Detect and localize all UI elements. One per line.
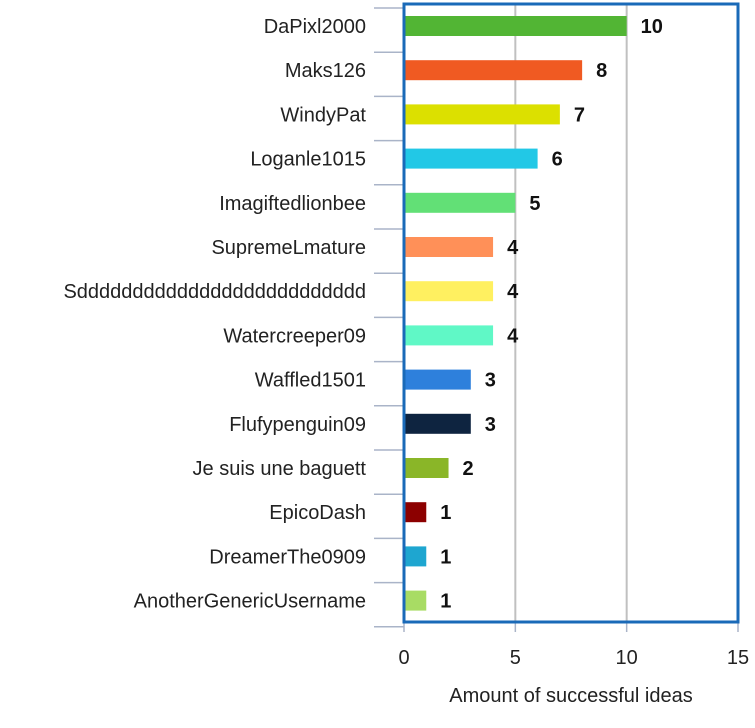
bar <box>404 104 560 125</box>
bars <box>404 16 627 611</box>
data-label: 2 <box>463 458 474 480</box>
bar <box>404 502 427 523</box>
category-label: AnotherGenericUsername <box>134 591 366 613</box>
bar <box>404 148 538 169</box>
category-label: Waffled1501 <box>255 370 366 392</box>
x-tick-label: 0 <box>398 647 409 669</box>
data-label: 3 <box>485 414 496 436</box>
x-tick-label: 5 <box>510 647 521 669</box>
bar <box>404 281 494 302</box>
category-labels: DaPixl2000 Maks126 WindyPat Loganle1015 Imag… <box>63 16 366 613</box>
bar <box>404 16 627 36</box>
data-label: 8 <box>596 60 607 82</box>
bar <box>404 325 494 346</box>
axes <box>374 7 739 632</box>
data-label: 4 <box>507 237 519 259</box>
category-label: Maks126 <box>285 60 366 82</box>
category-label: Sdddddddddddddddddddddddddd <box>63 281 366 303</box>
bar <box>404 546 427 567</box>
data-label: 4 <box>507 325 519 347</box>
x-axis-title: Amount of successful ideas <box>449 685 692 707</box>
data-label: 6 <box>552 149 563 171</box>
category-label: DaPixl2000 <box>264 16 366 38</box>
bar <box>404 192 516 213</box>
bar <box>404 60 583 81</box>
data-label: 1 <box>440 546 451 568</box>
x-tick-labels: 0 5 10 15 <box>398 647 749 669</box>
category-label: Imagiftedlionbee <box>219 193 366 215</box>
category-label: DreamerThe0909 <box>209 546 366 568</box>
category-label: Je suis une baguett <box>193 458 367 480</box>
data-label: 4 <box>507 281 519 303</box>
category-label: WindyPat <box>280 104 366 126</box>
data-label: 1 <box>440 591 451 613</box>
bar <box>404 413 471 434</box>
x-tick-label: 15 <box>727 647 749 669</box>
bar <box>404 369 471 390</box>
bar <box>404 590 427 611</box>
category-label: Flufypenguin09 <box>229 414 366 436</box>
category-label: Loganle1015 <box>250 149 366 171</box>
bar <box>404 458 449 478</box>
data-label: 10 <box>641 16 663 38</box>
category-label: EpicoDash <box>269 502 366 524</box>
grid-lines <box>514 4 628 622</box>
category-label: Watercreeper09 <box>223 325 366 347</box>
category-label: SupremeLmature <box>211 237 366 259</box>
data-label: 1 <box>440 502 451 524</box>
x-tick-label: 10 <box>616 647 638 669</box>
data-label: 7 <box>574 104 585 126</box>
data-label: 5 <box>529 193 540 215</box>
data-label: 3 <box>485 370 496 392</box>
plot-frame <box>402 2 740 624</box>
bar <box>404 237 494 257</box>
